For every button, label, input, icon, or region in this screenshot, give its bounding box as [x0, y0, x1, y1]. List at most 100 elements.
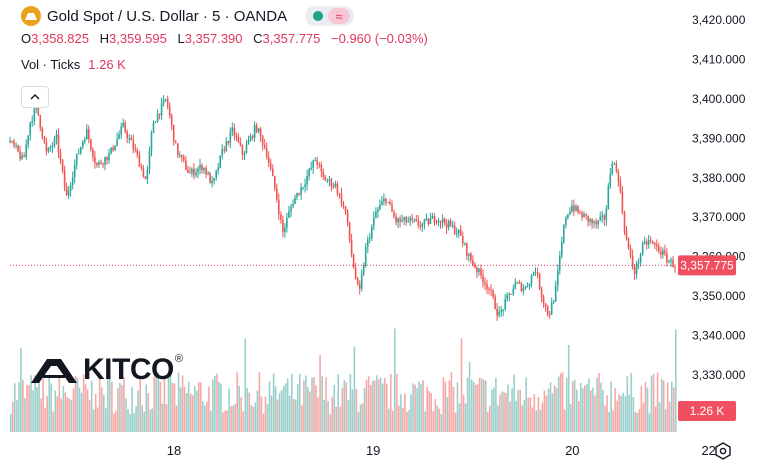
candle: [498, 306, 500, 318]
candle: [645, 238, 648, 250]
candle: [508, 292, 511, 302]
candle: [150, 130, 153, 157]
candle: [595, 218, 597, 229]
candle: [425, 213, 428, 221]
candle: [633, 264, 636, 280]
volume-bar: [10, 414, 12, 432]
chart-settings-button[interactable]: [713, 441, 733, 461]
candle: [399, 215, 401, 228]
candle: [530, 274, 533, 288]
symbol-title-row[interactable]: Gold Spot / U.S. Dollar · 5 · OANDA ≈: [21, 6, 355, 26]
volume-bar: [286, 378, 289, 432]
high-value: 3,359.595: [108, 31, 167, 46]
candle: [13, 138, 15, 149]
volume-bar: [464, 403, 467, 432]
candle: [84, 136, 86, 145]
candle: [573, 199, 575, 217]
volume-bar: [206, 401, 208, 432]
candle: [605, 205, 608, 226]
collapse-legend-button[interactable]: [21, 86, 49, 108]
candle: [233, 123, 236, 141]
market-status-pill[interactable]: ≈: [305, 6, 355, 26]
volume-bar: [553, 385, 556, 432]
low-label: L: [177, 31, 185, 46]
candle: [148, 146, 151, 175]
candle: [261, 134, 264, 151]
volume-bar: [586, 384, 588, 432]
volume-bar: [161, 403, 164, 432]
volume-bar: [293, 399, 295, 432]
volume-bar: [549, 382, 552, 432]
volume-bar: [26, 384, 28, 432]
volume-bar: [274, 386, 277, 432]
kitco-logo-icon: [31, 359, 77, 383]
candle: [55, 129, 58, 145]
candle: [433, 213, 436, 226]
volume-bar: [501, 391, 503, 432]
volume-bar: [264, 396, 267, 432]
candle: [19, 146, 21, 162]
volume-bar: [173, 383, 176, 432]
candle: [57, 128, 60, 159]
candle: [611, 160, 614, 176]
candle-series: [9, 95, 676, 321]
candle: [47, 146, 50, 154]
volume-bar: [543, 390, 546, 432]
candle: [449, 218, 452, 228]
volume-bar: [608, 412, 610, 432]
volume-bar: [381, 383, 384, 432]
volume-bar: [307, 387, 309, 432]
candle: [589, 217, 591, 226]
volume-bar: [610, 381, 612, 432]
volume-bar: [181, 375, 184, 432]
volume-bar: [149, 409, 152, 432]
volume-bar: [594, 395, 596, 432]
candle: [251, 134, 254, 141]
volume-bar: [668, 401, 671, 432]
open-value: 3,358.825: [31, 31, 89, 46]
candle: [609, 167, 612, 189]
candle: [409, 215, 411, 226]
candle: [383, 193, 385, 206]
candle: [427, 218, 430, 227]
volume-bar: [547, 388, 550, 432]
candle: [500, 306, 502, 317]
volume-legend[interactable]: Vol · Ticks 1.26 K: [21, 57, 126, 72]
volume-bar: [573, 379, 576, 432]
volume-bar: [18, 382, 20, 432]
time-axis[interactable]: 18 19 20 22: [167, 443, 716, 458]
candle: [269, 158, 272, 171]
candle: [23, 152, 25, 158]
candle: [108, 148, 110, 164]
volume-bar: [187, 381, 190, 432]
volume-bar: [458, 403, 461, 432]
volume-bar: [418, 381, 420, 432]
candle: [482, 269, 484, 288]
candle: [288, 205, 290, 219]
candle: [453, 221, 456, 236]
y-tick-label: 3,400.000: [692, 92, 746, 106]
candle: [407, 216, 409, 223]
volume-bar: [468, 361, 471, 432]
volume-bar: [34, 375, 36, 432]
volume-bar: [567, 344, 570, 432]
candle: [423, 218, 426, 230]
candle: [247, 135, 250, 145]
price-axis[interactable]: 3,330.0003,340.0003,350.0003,360.0003,37…: [692, 13, 746, 382]
volume-bar: [559, 373, 562, 432]
close-label: C: [253, 31, 263, 46]
volume-bar: [22, 379, 24, 432]
candle: [332, 182, 335, 189]
ohlc-row: O3,358.825 H3,359.595 L3,357.390 C3,357.…: [21, 31, 435, 46]
candle: [591, 218, 593, 229]
candle: [122, 118, 124, 128]
volume-bar: [214, 375, 216, 432]
volume-bar: [590, 390, 592, 432]
volume-bar: [327, 401, 329, 432]
candle: [15, 142, 17, 149]
volume-bar: [440, 413, 443, 432]
x-tick-label: 18: [167, 443, 181, 458]
volume-bar: [248, 392, 251, 432]
volume-bar: [208, 386, 210, 432]
